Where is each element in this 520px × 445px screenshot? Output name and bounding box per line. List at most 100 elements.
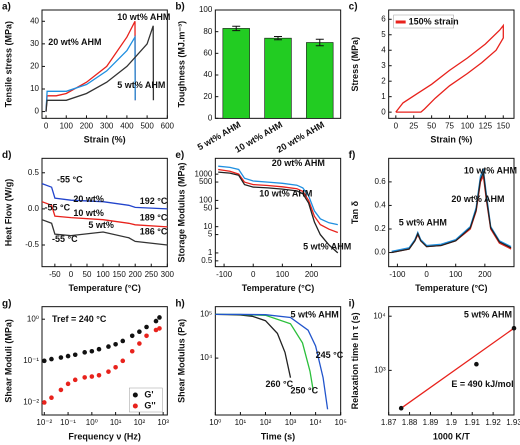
- x-tick-label: 10⁴: [309, 418, 322, 427]
- x-tick-label: 1.93: [506, 418, 520, 427]
- data-point: [120, 338, 126, 344]
- x-tick-label: 0: [394, 121, 399, 130]
- x-tick-label: -100: [389, 270, 406, 279]
- data-point: [65, 353, 71, 359]
- x-tick-label: 200: [129, 270, 143, 279]
- x-axis-label: Frequency ν (Hz): [68, 431, 141, 441]
- y-axis-label: Storage Modulus (MPa): [177, 162, 187, 262]
- x-tick-label: 75: [445, 121, 454, 130]
- annotation: 189 °C: [140, 212, 168, 222]
- x-tick-label: 1.9: [446, 418, 458, 427]
- y-tick-label: 0.0: [375, 248, 387, 257]
- x-tick-label: 300: [100, 121, 114, 130]
- x-axis-label: 1000 K/T: [433, 431, 471, 441]
- data-point: [89, 348, 95, 354]
- panel: h) Shear Modulus (Pa) Time (s) 10⁴ 10⁵ 10⁰ 10¹…: [175, 298, 346, 441]
- y-axis-label: Shear Modulus (Pa): [177, 319, 187, 403]
- series-line: [41, 201, 168, 228]
- data-point: [72, 352, 78, 358]
- y-tick-label: 2: [381, 76, 386, 85]
- data-point: [58, 387, 64, 393]
- panel-label: c): [349, 2, 358, 13]
- x-axis-label: Strain (%): [430, 135, 472, 145]
- data-point: [137, 341, 142, 346]
- bar: [306, 42, 334, 119]
- x-tick-label: 1.89: [423, 418, 439, 427]
- plot-frame: [388, 9, 515, 119]
- legend-label: 250 °C: [291, 386, 319, 396]
- x-tick-label: 0: [251, 270, 256, 279]
- y-axis-label: Shear Moduli (MPa): [3, 319, 13, 403]
- annotation: -55 °C: [52, 234, 78, 244]
- legend-swatch: [132, 403, 138, 409]
- y-tick-label: 20: [203, 92, 212, 101]
- panel-label: e): [175, 150, 184, 161]
- plot-frame: [214, 157, 342, 268]
- legend-label: G': [144, 389, 153, 399]
- data-point: [153, 327, 159, 333]
- x-tick-label: 400: [120, 121, 134, 130]
- x-tick-label: 10²: [260, 418, 272, 427]
- x-tick-label: 10⁰: [209, 418, 221, 427]
- legend-label: G'': [144, 400, 155, 410]
- y-tick-label: 500: [199, 177, 213, 186]
- data-point: [49, 356, 54, 362]
- y-tick-label: 10⁰: [27, 314, 39, 323]
- y-tick-label: 10: [203, 222, 212, 231]
- legend-label: 5 wt% AHM: [117, 80, 165, 90]
- plot-frame: [214, 306, 342, 416]
- panel: d) Heat Flow (W/g) Temperature (°C) -0.5 0.0…: [2, 150, 175, 293]
- plot-frame: [388, 306, 515, 416]
- data-point: [58, 355, 64, 360]
- annotation: 5 wt% AHM: [464, 310, 512, 320]
- x-axis-label: Temperature (°C): [68, 283, 140, 293]
- legend-box: [393, 14, 454, 29]
- series-line: [395, 23, 504, 113]
- x-tick-label: 1.92: [485, 418, 501, 427]
- data-point: [129, 348, 135, 354]
- x-tick-label: 1.88: [402, 418, 418, 427]
- x-tick-label: 1.87: [381, 418, 397, 427]
- legend-swatch: [132, 392, 138, 398]
- series-line: [391, 169, 512, 254]
- y-tick-label: 3: [381, 61, 386, 70]
- legend-label: 5 wt% AHM: [399, 218, 447, 228]
- series-line: [45, 21, 136, 112]
- x-tick-label: 500: [140, 121, 154, 130]
- y-tick-label: 4: [381, 45, 386, 54]
- x-tick-label: 0: [44, 121, 49, 130]
- x-axis-label: Temperature (°C): [415, 283, 487, 293]
- x-tick-label: 10¹: [110, 418, 122, 427]
- y-tick-label: 10⁵: [200, 309, 212, 318]
- panel-label: h): [175, 298, 184, 309]
- y-tick-label: 10³: [374, 365, 386, 374]
- x-tick-label: 10¹: [235, 418, 247, 427]
- x-tick-label: 20 wt% AHM: [275, 119, 326, 154]
- legend-label: 5 wt%: [88, 220, 114, 230]
- y-tick-label: 10⁴: [373, 311, 386, 320]
- y-axis-label: Tan δ: [350, 200, 360, 224]
- panel: f) Tan δ Temperature (°C) 0.0 0.2 0.4 0.6 -100 0…: [349, 150, 517, 293]
- data-point: [49, 395, 54, 401]
- data-point: [89, 374, 95, 379]
- y-tick-label: 40: [203, 70, 212, 79]
- panel-label: f): [349, 150, 356, 161]
- x-tick-label: 10⁰: [86, 418, 98, 427]
- x-axis-label: Temperature (°C): [242, 283, 314, 293]
- legend-label: 10 wt% AHM: [117, 12, 170, 22]
- x-tick-label: 0: [69, 270, 74, 279]
- y-tick-label: 100: [199, 196, 213, 205]
- y-tick-label: 0.4: [375, 201, 387, 210]
- series-line: [218, 168, 339, 234]
- panel-label: b): [175, 2, 184, 13]
- panel: a) Tensile stress (MPa) Strain (%) 0 10 20 30 4…: [2, 2, 175, 145]
- bar: [222, 28, 250, 119]
- panel-label: g): [2, 298, 11, 309]
- x-tick-label: 100: [449, 270, 463, 279]
- annotation: Tref = 240 °C: [52, 314, 107, 324]
- legend-label: 20 wt% AHM: [48, 37, 101, 47]
- y-tick-label: 0: [35, 107, 40, 116]
- x-tick-label: 150: [497, 121, 511, 130]
- legend-label: 245 °C: [316, 350, 344, 360]
